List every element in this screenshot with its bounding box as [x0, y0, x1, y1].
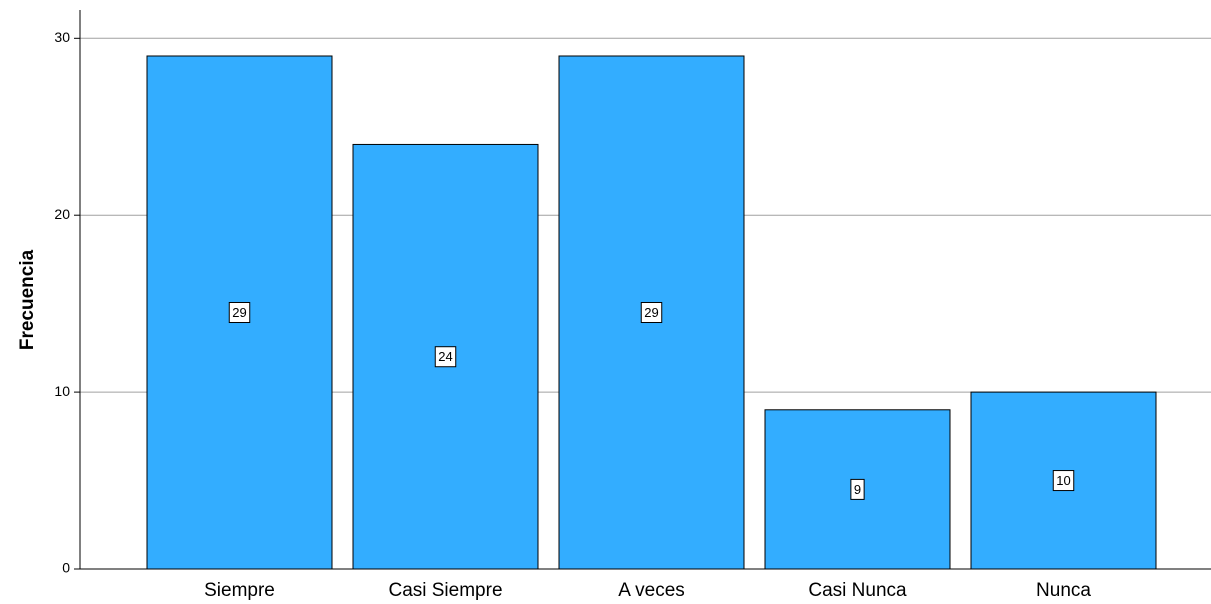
y-tick-label: 0 [62, 560, 70, 576]
value-label-box [850, 478, 865, 500]
y-tick-label: 20 [54, 206, 70, 222]
x-tick-label: Casi Siempre [388, 580, 502, 601]
value-label: 29 [232, 305, 246, 320]
value-label-box [434, 346, 457, 368]
x-tick-label: Casi Nunca [808, 580, 907, 601]
value-label: 10 [1056, 473, 1070, 488]
x-tick-label: Nunca [1036, 580, 1091, 601]
y-tick-label: 10 [54, 383, 70, 399]
y-tick-label: 30 [54, 29, 70, 45]
x-tick-label: Siempre [204, 580, 275, 601]
x-tick-label: A veces [618, 580, 685, 601]
value-label-box [1052, 470, 1075, 492]
value-label: 29 [644, 305, 658, 320]
y-axis-label: Frecuencia [17, 249, 38, 350]
value-label: 9 [854, 482, 861, 497]
value-label-box [228, 301, 251, 323]
value-label-box [640, 301, 663, 323]
value-label: 24 [438, 349, 452, 364]
